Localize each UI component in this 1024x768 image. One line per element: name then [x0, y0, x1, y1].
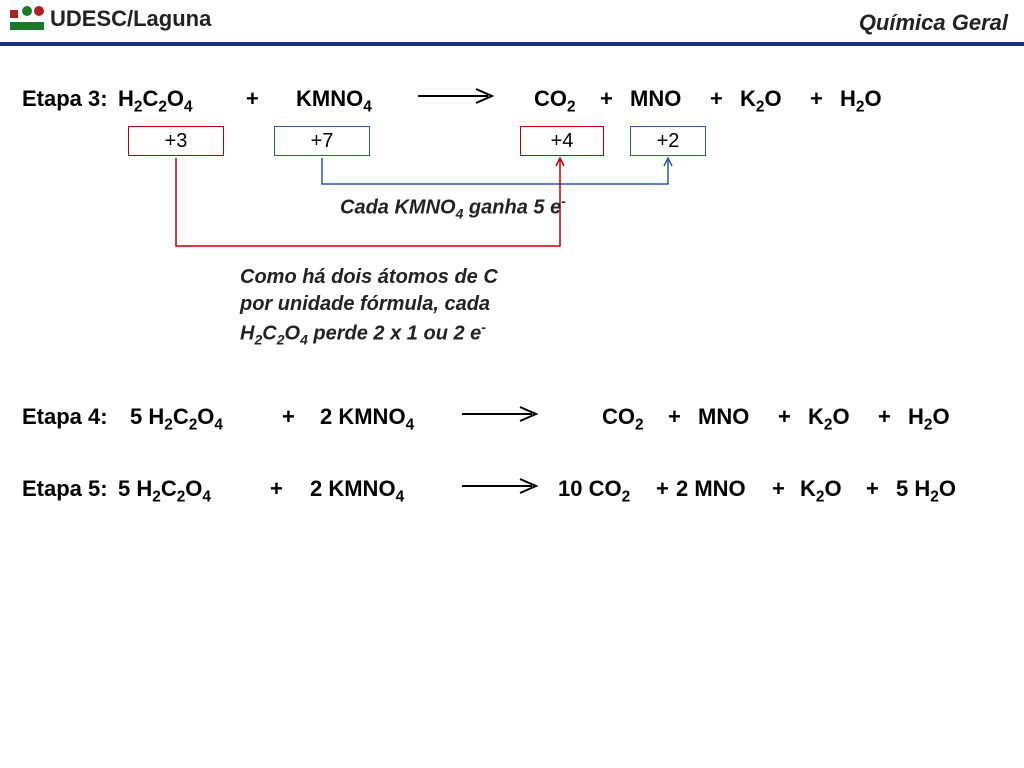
step5-product-h2o: 5 H2O	[896, 476, 956, 506]
step5-plus1: +	[270, 476, 283, 502]
step4-plus1: +	[282, 404, 295, 430]
step5-label: Etapa 5:	[22, 476, 108, 502]
udesc-logo-icon	[10, 4, 46, 34]
step5-plus3: +	[772, 476, 785, 502]
step4-product-h2o: H2O	[908, 404, 950, 434]
step5-product-mno: 2 MNO	[676, 476, 746, 502]
step4-product-k2o: K2O	[808, 404, 850, 434]
step5-product-k2o: K2O	[800, 476, 842, 506]
step4-product-co2: CO2	[602, 404, 644, 434]
step5-plus4: +	[866, 476, 879, 502]
reaction-arrow-icon	[462, 476, 542, 496]
step4-plus4: +	[878, 404, 891, 430]
step5-product-co2: 10 CO2	[558, 476, 630, 506]
step4-reactant-kmno4: 2 KMNO4	[320, 404, 414, 434]
step5-plus2: +	[656, 476, 669, 502]
step5-reactant-h2c2o4: 5 H2C2O4	[118, 476, 211, 506]
brand-area: UDESC/Laguna	[10, 4, 211, 34]
brand-text: UDESC/Laguna	[50, 6, 211, 32]
note-h2c2o4-loss: Como há dois átomos de C por unidade fór…	[240, 264, 498, 350]
slide-content: Etapa 3: H2C2O4 + KMNO4 CO2 + MNO + K2O …	[0, 46, 1024, 766]
note-kmno4-gain: Cada KMNO4 ganha 5 e-	[340, 192, 566, 224]
step4-plus2: +	[668, 404, 681, 430]
step4-product-mno: MNO	[698, 404, 749, 430]
step4-label: Etapa 4:	[22, 404, 108, 430]
step4-plus3: +	[778, 404, 791, 430]
header-bar: UDESC/Laguna Química Geral	[0, 0, 1024, 46]
page-title: Química Geral	[859, 10, 1008, 36]
step4-reactant-h2c2o4: 5 H2C2O4	[130, 404, 223, 434]
step5-reactant-kmno4: 2 KMNO4	[310, 476, 404, 506]
reaction-arrow-icon	[462, 404, 542, 424]
